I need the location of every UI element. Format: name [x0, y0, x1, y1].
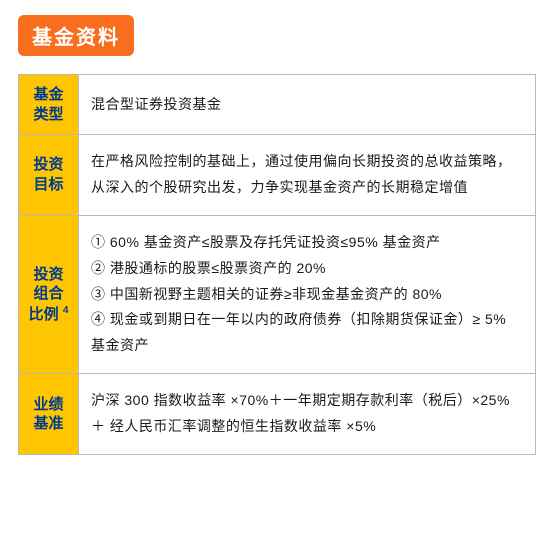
fund-info-table: 基金类型混合型证券投资基金投资目标在严格风险控制的基础上，通过使用偏向长期投资的…: [18, 74, 536, 455]
row-value: 沪深 300 指数收益率 ×70%＋一年期定期存款利率（税后）×25%＋ 经人民…: [79, 374, 536, 455]
row-value: 混合型证券投资基金: [79, 75, 536, 135]
row-label: 基金类型: [19, 75, 79, 135]
row-value: ① 60% 基金资产≤股票及存托凭证投资≤95% 基金资产② 港股通标的股票≤股…: [79, 215, 536, 373]
footnote-marker: 4: [63, 305, 69, 316]
table-row: 基金类型混合型证券投资基金: [19, 75, 536, 135]
table-row: 业绩基准沪深 300 指数收益率 ×70%＋一年期定期存款利率（税后）×25%＋…: [19, 374, 536, 455]
row-label: 投资目标: [19, 135, 79, 216]
table-row: 投资组合比例 4① 60% 基金资产≤股票及存托凭证投资≤95% 基金资产② 港…: [19, 215, 536, 373]
row-value: 在严格风险控制的基础上，通过使用偏向长期投资的总收益策略，从深入的个股研究出发，…: [79, 135, 536, 216]
row-label: 投资组合比例 4: [19, 215, 79, 373]
section-title-badge: 基金资料: [18, 15, 134, 56]
row-label: 业绩基准: [19, 374, 79, 455]
table-row: 投资目标在严格风险控制的基础上，通过使用偏向长期投资的总收益策略，从深入的个股研…: [19, 135, 536, 216]
fund-info-tbody: 基金类型混合型证券投资基金投资目标在严格风险控制的基础上，通过使用偏向长期投资的…: [19, 75, 536, 455]
